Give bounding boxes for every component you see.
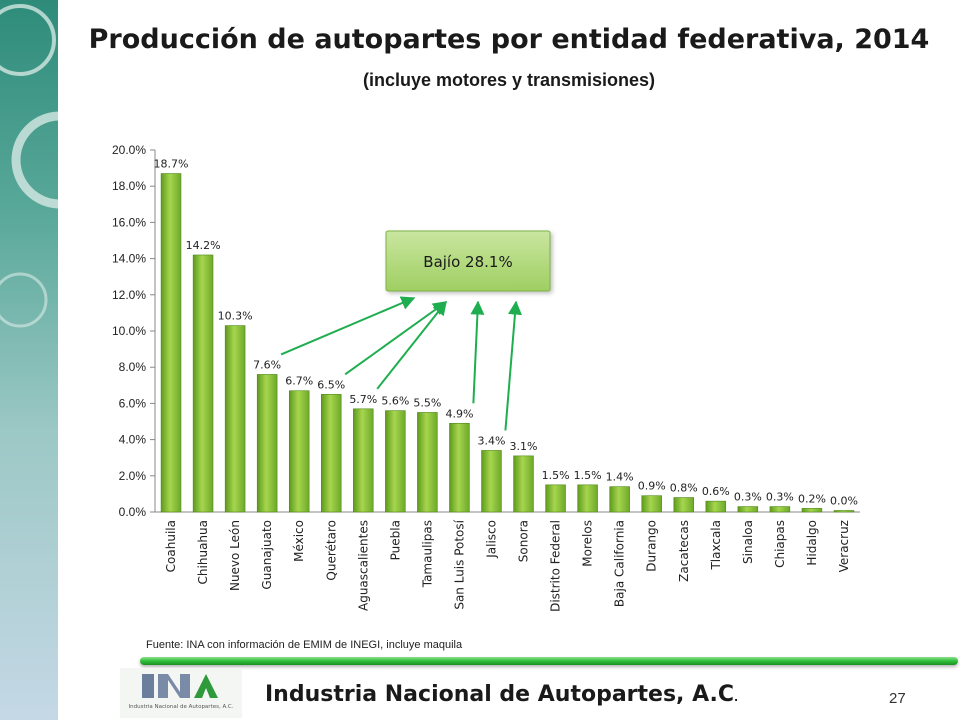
bar-chart: 0.0% 2.0% 4.0% 6.0% 8.0% 10.0% 12.0% 14.0% 16.0%… xyxy=(112,143,860,612)
value-label: 0.6% xyxy=(702,485,730,498)
organization-name: Industria Nacional de Autopartes, A.C. xyxy=(265,682,739,707)
annotation-arrow xyxy=(470,300,485,404)
footer-divider xyxy=(140,657,958,665)
y-tick-label: 16.0% xyxy=(112,215,146,229)
value-label: 1.4% xyxy=(606,471,634,484)
bar xyxy=(256,374,278,513)
value-label: 3.1% xyxy=(510,440,538,453)
bar xyxy=(609,486,630,513)
bar xyxy=(449,423,470,513)
value-label: 0.3% xyxy=(734,491,762,504)
annotation-arrows xyxy=(280,296,522,431)
bar xyxy=(481,450,502,513)
x-tick-label: Baja California xyxy=(613,520,627,607)
bar xyxy=(160,173,182,513)
x-tick-label: Guanajuato xyxy=(260,520,274,590)
annotation-arrow xyxy=(344,301,448,376)
value-label: 14.2% xyxy=(186,239,221,252)
value-label: 5.6% xyxy=(381,395,409,408)
value-labels: 18.7% 14.2% 10.3% 7.6% 6.7% 6.5% 5.7% 5.6% 5.5% 4… xyxy=(154,158,858,508)
y-tick-label: 4.0% xyxy=(119,433,147,447)
value-label: 5.7% xyxy=(349,393,377,406)
x-tick-label: Durango xyxy=(645,520,659,572)
bar xyxy=(321,394,342,513)
value-label: 6.7% xyxy=(285,375,313,388)
x-tick-label: Sonora xyxy=(517,520,531,562)
value-label: 0.2% xyxy=(798,492,826,505)
value-label: 0.9% xyxy=(638,480,666,493)
x-tick-label: México xyxy=(292,520,306,562)
x-tick-label: Veracruz xyxy=(837,520,851,572)
annotation-arrow xyxy=(376,300,447,390)
value-label: 10.3% xyxy=(218,310,253,323)
value-label: 1.5% xyxy=(574,469,602,482)
bar xyxy=(833,510,855,513)
annotation-label: Bajío 28.1% xyxy=(423,253,512,271)
annotation-box-bg xyxy=(385,230,551,292)
x-tick-label: Chiapas xyxy=(773,520,787,568)
annotation-box: Bajío 28.1% xyxy=(385,230,551,292)
source-note: Fuente: INA con información de EMIM de I… xyxy=(146,639,463,651)
value-label: 0.3% xyxy=(766,491,794,504)
y-tick-label: 10.0% xyxy=(112,324,146,338)
page-number: 27 xyxy=(889,690,906,707)
x-tick-label: Aguascalientes xyxy=(356,520,370,611)
x-tick-label: Querétaro xyxy=(324,520,338,581)
x-tick-label: Distrito Federal xyxy=(549,520,563,612)
x-tick-label: Jalisco xyxy=(484,520,498,559)
y-tick-label: 6.0% xyxy=(119,396,147,410)
x-tick-label: Coahuila xyxy=(164,520,178,572)
x-tick-label: Nuevo León xyxy=(228,520,242,591)
y-tick-label: 20.0% xyxy=(112,143,146,157)
bar xyxy=(705,500,727,513)
x-tick-label: Sinaloa xyxy=(741,520,755,564)
bar xyxy=(545,484,566,513)
bar xyxy=(641,495,662,513)
x-tick-label: Zacatecas xyxy=(677,520,691,582)
value-label: 7.6% xyxy=(253,358,281,371)
x-axis-labels: Coahuila Chihuahua Nuevo León Guanajuato Méx… xyxy=(164,519,851,612)
value-label: 1.5% xyxy=(542,469,570,482)
bar xyxy=(224,325,246,513)
annotation-arrow xyxy=(504,300,522,431)
bar xyxy=(353,408,374,513)
y-tick-label: 0.0% xyxy=(119,505,147,519)
ina-logo: Industria Nacional de Autopartes, A.C. xyxy=(120,668,242,718)
x-tick-label: San Luis Potosí xyxy=(452,519,466,609)
bar xyxy=(385,410,406,513)
x-tick-label: Morelos xyxy=(581,520,595,567)
page-title: Producción de autopartes por entidad fed… xyxy=(88,24,930,55)
value-label: 5.5% xyxy=(413,396,441,409)
x-tick-label: Hidalgo xyxy=(805,520,819,566)
annotation-arrow xyxy=(280,296,416,356)
x-tick-label: Tlaxcala xyxy=(709,520,723,571)
bars xyxy=(160,173,855,513)
value-label: 18.7% xyxy=(154,158,189,171)
bar xyxy=(769,506,791,513)
value-label: 0.0% xyxy=(830,495,858,508)
x-tick-label: Chihuahua xyxy=(196,520,210,584)
svg-text:Industria Nacional de Autopart: Industria Nacional de Autopartes, A.C. xyxy=(129,704,234,710)
value-label: 3.4% xyxy=(478,434,506,447)
bar xyxy=(577,484,598,513)
y-tick-label: 14.0% xyxy=(112,252,146,266)
bar xyxy=(417,412,438,513)
bar xyxy=(737,506,759,513)
bar xyxy=(673,497,694,513)
value-label: 4.9% xyxy=(445,407,473,420)
bar xyxy=(192,254,214,513)
bar xyxy=(513,455,534,513)
bar xyxy=(288,390,310,513)
value-label: 0.8% xyxy=(670,482,698,495)
y-tick-label: 12.0% xyxy=(112,288,146,302)
y-tick-label: 2.0% xyxy=(119,469,147,483)
bar xyxy=(801,508,823,513)
page-subtitle: (incluye motores y transmisiones) xyxy=(362,70,656,90)
y-tick-label: 8.0% xyxy=(119,360,147,374)
x-tick-label: Puebla xyxy=(388,520,402,560)
value-label: 6.5% xyxy=(317,378,345,391)
y-tick-label: 18.0% xyxy=(112,179,146,193)
x-tick-label: Tamaulipas xyxy=(420,520,434,588)
